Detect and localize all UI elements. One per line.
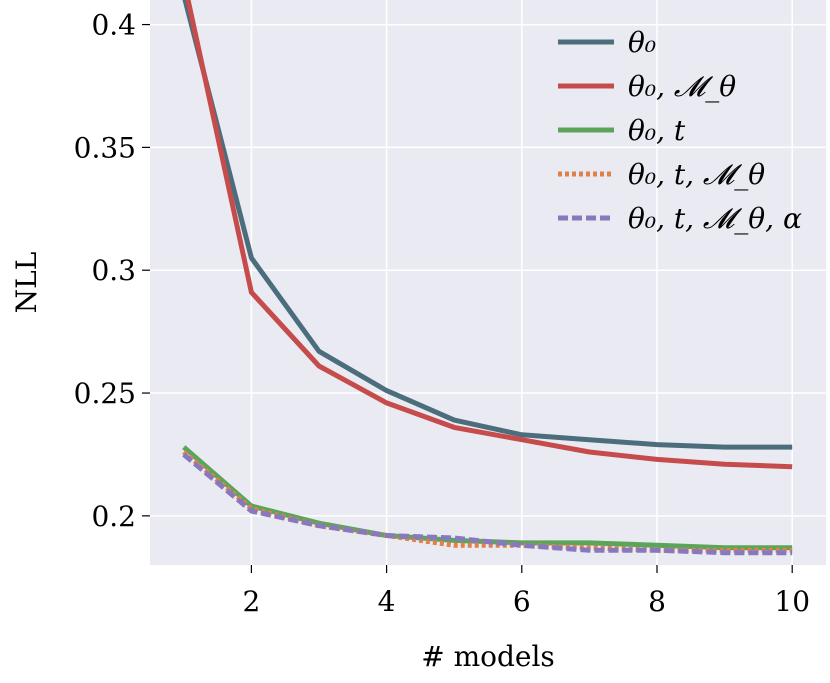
x-axis-label: # models <box>421 640 555 673</box>
series-line-5 <box>182 452 793 556</box>
legend-label: θ₀, t <box>628 114 686 147</box>
y-axis: 0.2 0.25 0.3 0.35 0.4 <box>74 9 150 533</box>
legend-label: θ₀, t, 𝓜_θ, α <box>628 202 802 235</box>
y-axis-label: NLL <box>10 252 43 314</box>
x-tick-label: 10 <box>774 585 810 618</box>
x-tick-label: 2 <box>242 585 260 618</box>
legend-label: θ₀ <box>628 26 656 59</box>
legend: θ₀ θ₀, 𝓜_θ θ₀, t θ₀, t, 𝓜_θ θ₀, t, 𝓜_θ, α <box>558 26 802 235</box>
x-tick-label: 8 <box>648 585 666 618</box>
plot-area <box>150 0 826 565</box>
x-tick-label: 6 <box>513 585 531 618</box>
series-line-2 <box>185 0 793 470</box>
y-tick-label: 0.25 <box>74 377 136 410</box>
x-tick-label: 4 <box>378 585 396 618</box>
legend-label: θ₀, t, 𝓜_θ <box>628 158 765 191</box>
series-layer <box>182 0 793 556</box>
series-line-4 <box>182 450 793 553</box>
y-tick-label: 0.3 <box>91 254 136 287</box>
y-tick-label: 0.35 <box>74 131 136 164</box>
x-axis: 2 4 6 8 10 <box>242 565 810 618</box>
legend-label: θ₀, 𝓜_θ <box>628 70 736 103</box>
y-tick-label: 0.2 <box>91 500 136 533</box>
series-line-1 <box>182 0 793 450</box>
y-tick-label: 0.4 <box>91 9 136 42</box>
